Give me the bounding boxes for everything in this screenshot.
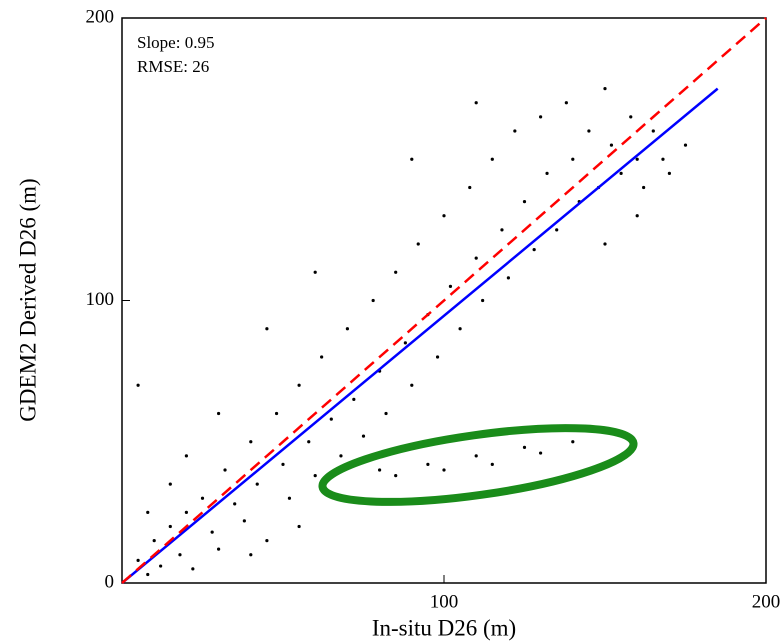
- scatter-point: [683, 143, 688, 147]
- scatter-point: [394, 474, 398, 478]
- scatter-point: [361, 434, 366, 438]
- scatter-point: [474, 256, 478, 260]
- scatter-point: [481, 298, 485, 303]
- scatter-point: [490, 462, 494, 466]
- scatter-point: [416, 242, 420, 246]
- scatter-point: [468, 185, 472, 190]
- scatter-point: [545, 171, 549, 175]
- scatter-point: [168, 482, 172, 486]
- scatter-point: [448, 284, 453, 288]
- scatter-point: [635, 214, 639, 218]
- scatter-point: [287, 496, 292, 500]
- scatter-point: [352, 397, 356, 401]
- scatter-point: [474, 454, 478, 458]
- scatter-point: [297, 524, 301, 529]
- scatter-point: [555, 228, 559, 232]
- annotation: Slope: 0.95: [137, 33, 214, 52]
- scatter-point: [619, 171, 623, 175]
- scatter-point: [297, 383, 301, 387]
- annotation: RMSE: 26: [137, 57, 209, 76]
- highlight-ellipse: [318, 424, 638, 506]
- y-axis-label: GDEM2 Derived D26 (m): [15, 178, 40, 421]
- fit-line: [121, 87, 719, 584]
- scatter-point: [458, 327, 462, 331]
- x-axis-label: In-situ D26 (m): [372, 615, 516, 640]
- x-tick-label: 200: [752, 591, 780, 612]
- scatter-point: [571, 157, 575, 161]
- scatter-point: [339, 454, 343, 458]
- scatter-point: [500, 228, 504, 232]
- scatter-point: [522, 200, 527, 204]
- scatter-point: [210, 530, 214, 534]
- scatter-point: [513, 129, 517, 133]
- scatter-point: [642, 185, 646, 190]
- scatter-point: [274, 411, 279, 416]
- scatter-point: [191, 567, 195, 571]
- scatter-point: [313, 474, 317, 478]
- scatter-point: [410, 157, 414, 161]
- scatter-point: [635, 157, 639, 161]
- scatter-point: [223, 468, 227, 472]
- scatter-point: [490, 157, 494, 161]
- scatter-point: [403, 341, 407, 345]
- scatter-point: [474, 101, 478, 105]
- scatter-point: [410, 383, 414, 387]
- scatter-point: [136, 558, 140, 563]
- scatter-point: [532, 248, 536, 252]
- scatter-point: [345, 327, 349, 331]
- scatter-point: [184, 454, 188, 458]
- scatter-point: [217, 411, 221, 416]
- scatter-point: [651, 129, 655, 133]
- scatter-point: [329, 417, 333, 421]
- scatter-point: [426, 462, 430, 466]
- scatter-point: [603, 87, 607, 91]
- scatter-point: [281, 462, 285, 466]
- scatter-point: [152, 539, 156, 543]
- scatter-point: [313, 270, 317, 274]
- scatter-point: [506, 276, 510, 280]
- scatter-point: [667, 171, 672, 175]
- scatter-point: [168, 524, 172, 529]
- scatter-point: [522, 445, 527, 449]
- scatter-point: [539, 451, 543, 455]
- scatter-point: [609, 143, 614, 147]
- scatter-point: [255, 482, 259, 486]
- scatter-point: [442, 468, 446, 472]
- scatter-point: [200, 496, 205, 500]
- x-tick-label: 100: [430, 591, 459, 612]
- scatter-point: [442, 214, 446, 218]
- scatter-point: [178, 553, 182, 557]
- y-tick-label: 100: [86, 289, 115, 310]
- scatter-point: [564, 101, 568, 105]
- scatter-point: [265, 327, 269, 331]
- y-tick-label: 200: [86, 6, 115, 27]
- scatter-point: [265, 539, 269, 543]
- scatter-point: [629, 115, 633, 119]
- scatter-point: [571, 440, 575, 444]
- scatter-point: [159, 564, 163, 568]
- scatter-point: [307, 440, 311, 444]
- scatter-point: [435, 355, 440, 359]
- scatter-point: [539, 115, 543, 119]
- scatter-point: [136, 383, 140, 387]
- scatter-point: [378, 468, 382, 472]
- scatter-point: [249, 440, 253, 444]
- scatter-point: [320, 355, 324, 359]
- scatter-point: [587, 129, 591, 133]
- fit-line: [121, 17, 767, 584]
- scatter-point: [603, 242, 607, 246]
- scatter-point: [233, 502, 237, 506]
- scatter-point: [242, 519, 246, 523]
- y-tick-label: 0: [105, 571, 115, 592]
- scatter-point: [249, 553, 253, 557]
- scatter-point: [146, 510, 150, 514]
- scatter-point: [184, 510, 188, 514]
- scatter-point: [371, 298, 375, 303]
- scatter-point: [146, 572, 150, 577]
- scatter-point: [217, 547, 221, 551]
- scatter-point: [394, 270, 398, 274]
- scatter-point: [384, 411, 388, 416]
- scatter-point: [661, 157, 665, 161]
